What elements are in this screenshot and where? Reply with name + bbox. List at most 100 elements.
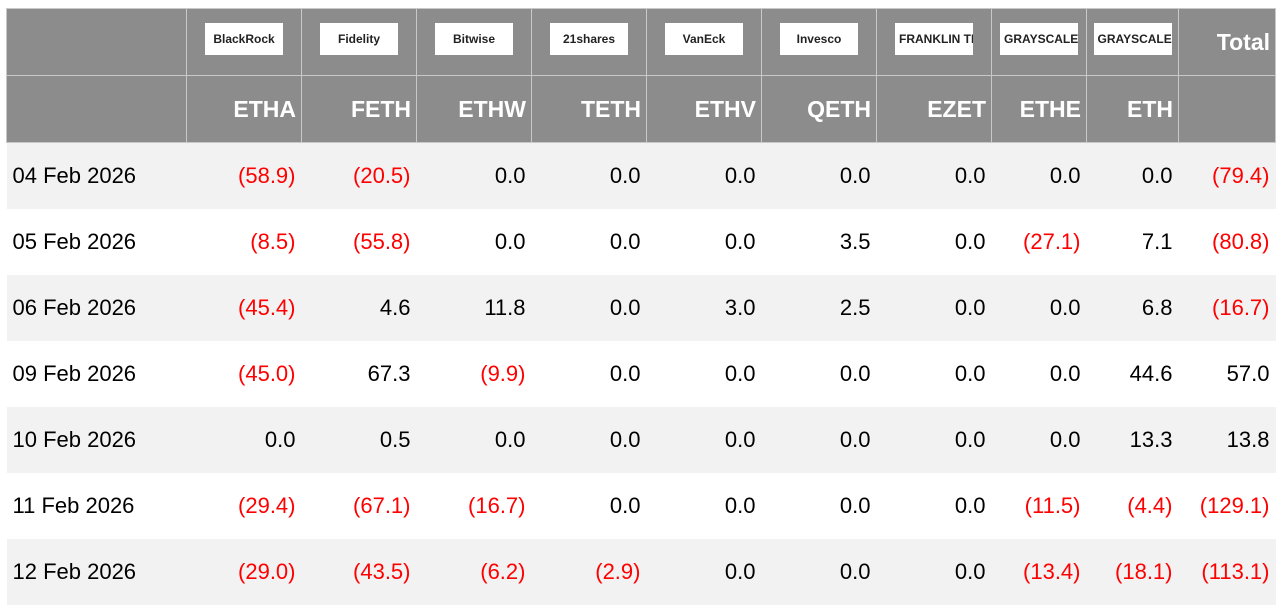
date-cell: 12 Feb 2026 [6,539,187,605]
table-row: 11 Feb 2026 (29.4) (67.1) (16.7) 0.0 0.0 0.0 0.… [7,473,1276,539]
fund-logo: GRAYSCALE [1000,23,1078,55]
flow-cell: 0.0 [724,229,756,254]
table-row: 06 Feb 2026 (45.4) 4.6 11.8 0.0 3.0 2.5 0.0 0.0 6… [6,275,1276,341]
table-row: 04 Feb 2026 (58.9) (20.5) 0.0 0.0 0.0 0.0 0.0 0.… [6,142,1276,209]
fund-logo: 21shares [550,23,628,55]
flow-cell: 0.0 [646,407,762,473]
flow-cell: 67.3 [367,361,411,386]
ticker-cell: TETH [531,75,647,143]
fund-logo: Invesco [780,23,858,55]
flow-cell: 0.0 [724,361,756,386]
total-cell: 57.0 [1226,361,1270,386]
logo-cell: 21shares [531,8,647,76]
flow-cell: 7.1 [1141,229,1173,254]
date-cell: 09 Feb 2026 [12,361,137,386]
flow-cell: 0.0 [416,407,532,473]
logo-cell: Invesco [761,8,877,76]
date-cell: 05 Feb 2026 [12,229,137,254]
fund-logo: FRANKLIN TEMPLETON [895,23,973,55]
flow-cell: 13.3 [1086,407,1179,473]
flow-cell: (2.9) [531,539,647,605]
flow-cell: 0.0 [1086,142,1179,209]
flow-cell: (8.5) [250,229,296,254]
flow-cell: 11.8 [416,275,532,341]
flow-cell: 0.0 [531,407,647,473]
fund-logo: Bitwise [435,23,513,55]
flow-cell: 44.6 [1129,361,1173,386]
table-body: 04 Feb 2026 (58.9) (20.5) 0.0 0.0 0.0 0.0 0.0 0.… [6,142,1276,605]
flow-cell: 0.0 [416,142,532,209]
total-cell: (113.1) [1178,539,1276,605]
flow-cell: (18.1) [1086,539,1179,605]
flow-cell: (13.4) [991,539,1087,605]
logo-cell: Bitwise [416,8,532,76]
flow-cell: 0.0 [991,407,1087,473]
total-cell: 13.8 [1178,407,1276,473]
logo-row: BlackRock Fidelity Bitwise 21shares VanEck In… [6,8,1276,76]
flow-cell: (9.9) [480,361,526,386]
flow-cell: 0.0 [609,493,641,518]
ticker-cell: ETHV [646,75,762,143]
flow-cell: 3.5 [839,229,871,254]
flow-cell: 0.0 [646,539,762,605]
flow-cell: (4.4) [1127,493,1173,518]
flow-cell: 0.0 [494,229,526,254]
date-cell: 04 Feb 2026 [6,142,187,209]
flow-cell: (67.1) [353,493,411,518]
flow-cell: 0.0 [954,493,986,518]
logo-cell: Fidelity [301,8,417,76]
flow-cell: 6.8 [1086,275,1179,341]
blank-cell [6,8,187,76]
flow-cell: 0.0 [724,493,756,518]
flow-cell: (20.5) [301,142,417,209]
flow-cell: (29.0) [186,539,302,605]
flow-cell: 0.0 [761,407,877,473]
flow-cell: 0.0 [991,142,1087,209]
date-cell: 10 Feb 2026 [6,407,187,473]
flow-cell: (45.0) [238,361,296,386]
flow-cell: 4.6 [301,275,417,341]
flow-cell: 0.0 [876,275,992,341]
flow-cell: (45.4) [186,275,302,341]
ticker-cell: FETH [301,75,417,143]
flow-cell: (55.8) [353,229,411,254]
ticker-cell: ETH [1086,75,1179,143]
ticker-cell: ETHW [416,75,532,143]
logo-cell: GRAYSCALE [1086,8,1179,76]
table-row: 09 Feb 2026 (45.0) 67.3 (9.9) 0.0 0.0 0.0 0.0 0.… [7,341,1276,407]
flow-cell: (6.2) [416,539,532,605]
flow-cell: 0.0 [609,361,641,386]
flow-cell: (11.5) [1024,493,1081,518]
flow-cell: (16.7) [468,493,526,518]
total-cell: (79.4) [1178,142,1276,209]
total-cell: (80.8) [1212,229,1270,254]
fund-logo: VanEck [665,23,743,55]
flow-cell: (27.1) [1023,229,1081,254]
flow-cell: 0.0 [531,275,647,341]
table-row: 05 Feb 2026 (8.5) (55.8) 0.0 0.0 0.0 3.5 0.0 (27… [7,209,1276,275]
flow-cell: 0.0 [646,142,762,209]
fund-logo: GRAYSCALE [1093,23,1172,55]
fund-logo: Fidelity [320,23,398,55]
ticker-cell: ETHA [186,75,302,143]
flow-cell: 0.0 [531,142,647,209]
logo-cell: FRANKLIN TEMPLETON [876,8,992,76]
ticker-cell: EZET [876,75,992,143]
date-cell: 11 Feb 2026 [12,493,135,518]
flow-cell: (43.5) [301,539,417,605]
logo-cell: GRAYSCALE [991,8,1087,76]
flow-cell: 0.0 [839,493,871,518]
flow-cell: 0.0 [186,407,302,473]
total-header: Total [1178,8,1276,76]
total-cell: (129.1) [1199,493,1270,518]
flow-cell: 0.5 [301,407,417,473]
flow-cell: 0.0 [876,539,992,605]
logo-cell: BlackRock [186,8,302,76]
flow-cell: (58.9) [186,142,302,209]
blank-cell [6,75,187,143]
flow-cell: 0.0 [609,229,641,254]
date-cell: 06 Feb 2026 [6,275,187,341]
flow-cell: 0.0 [954,361,986,386]
flow-cell: 0.0 [876,142,992,209]
